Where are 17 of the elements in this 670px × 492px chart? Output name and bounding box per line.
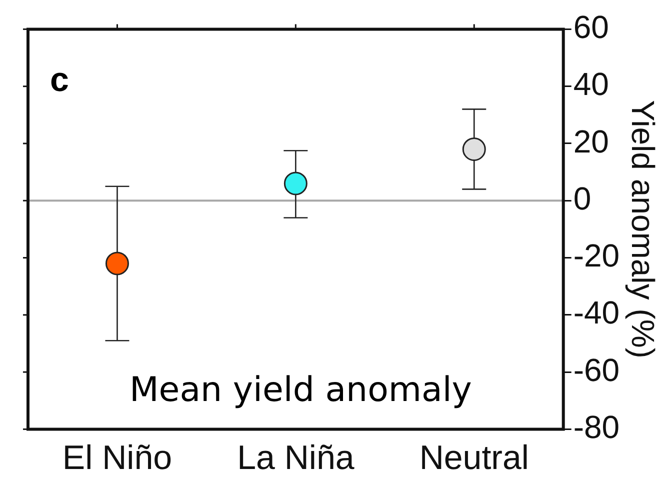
- y-tick-label: -80: [573, 409, 620, 446]
- x-tick-label: La Niña: [237, 438, 354, 477]
- y-tick-label: 20: [573, 123, 609, 160]
- y-tick-label: 60: [573, 9, 609, 46]
- point: [284, 172, 308, 196]
- y-tick-label: 40: [573, 66, 609, 102]
- annotation: Mean yield anomaly: [129, 370, 472, 410]
- y-tick-label: 0: [573, 180, 592, 216]
- annotation: c: [50, 61, 69, 100]
- y-axis-title: Yield anomaly (%): [624, 100, 661, 358]
- x-tick-label: El Niño: [62, 438, 172, 477]
- y-tick-label: -20: [573, 238, 620, 274]
- y-tick-label: -40: [573, 294, 620, 331]
- point: [462, 137, 486, 161]
- y-tick-label: -60: [573, 352, 620, 388]
- point: [105, 252, 129, 276]
- x-tick-label: Neutral: [419, 438, 529, 477]
